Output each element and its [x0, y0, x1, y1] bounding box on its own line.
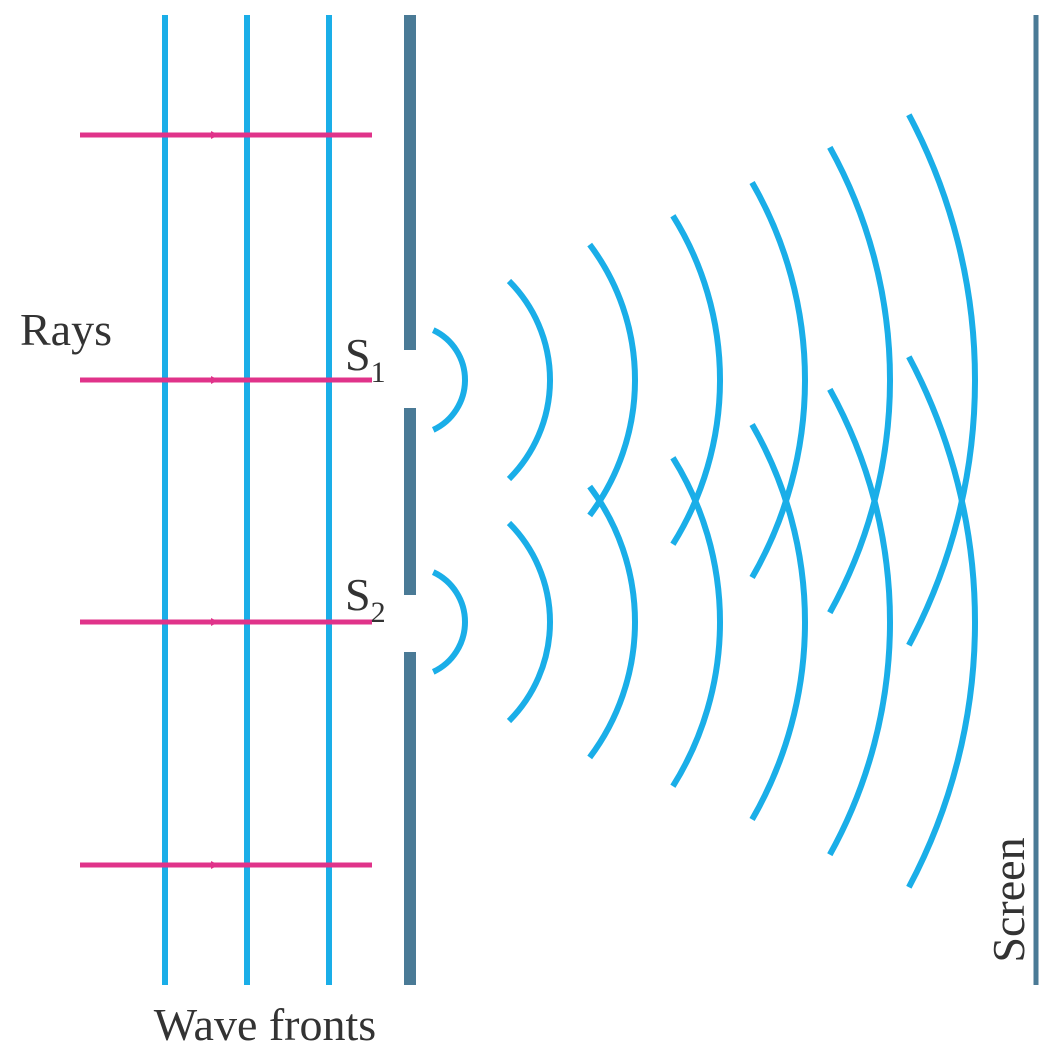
barrier: [404, 15, 416, 985]
circular-waves: [433, 115, 975, 888]
barrier-segment: [404, 652, 416, 985]
barrier-segment: [404, 408, 416, 595]
wave-arc: [590, 245, 635, 516]
slit-subscript: 1: [371, 356, 386, 389]
barrier-segment: [404, 15, 416, 350]
wave-fronts: [165, 15, 329, 985]
wave-arc: [509, 281, 550, 479]
wave-arc: [590, 487, 635, 758]
diagram: Rays S1 S2 Wave fronts Screen: [0, 0, 1040, 1055]
wave-fronts-label: Wave fronts: [154, 999, 376, 1050]
wave-arc: [433, 330, 465, 430]
wave-arc: [433, 572, 465, 672]
slit-letter: S: [345, 329, 371, 380]
wave-arc: [509, 523, 550, 721]
wave-arc: [752, 183, 805, 578]
slit-subscript: 2: [371, 596, 386, 629]
wave-arc: [752, 425, 805, 820]
screen-label: Screen: [983, 837, 1034, 962]
wave-arc: [673, 216, 720, 545]
rays-label: Rays: [20, 304, 112, 355]
slit-letter: S: [345, 569, 371, 620]
wave-arc: [673, 458, 720, 787]
